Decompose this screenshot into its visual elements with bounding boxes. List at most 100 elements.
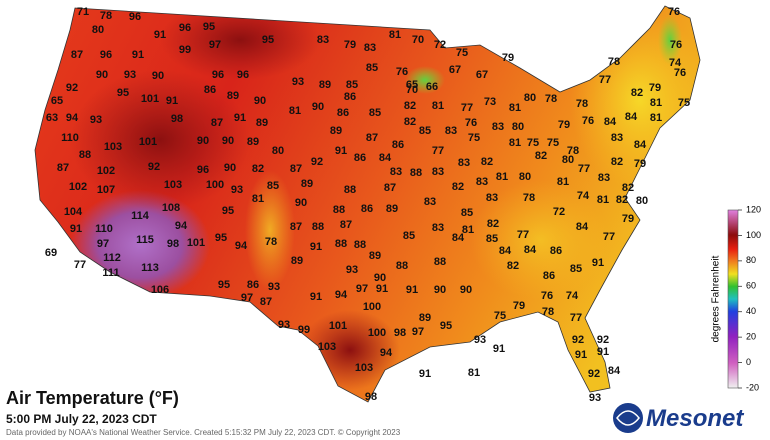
map-subtitle: 5:00 PM July 22, 2023 CDT <box>6 412 157 426</box>
station-temperature: 90 <box>197 135 209 147</box>
station-temperature: 101 <box>139 136 157 148</box>
station-temperature: 96 <box>237 69 249 81</box>
colorbar-tick-label: 0 <box>746 357 751 367</box>
station-temperature: 88 <box>344 184 356 196</box>
station-temperature: 84 <box>608 365 621 377</box>
station-temperature: 88 <box>333 204 345 216</box>
station-temperature: 97 <box>412 326 424 338</box>
station-temperature: 94 <box>66 112 79 124</box>
station-temperature: 97 <box>209 39 221 51</box>
station-temperature: 82 <box>622 182 634 194</box>
station-temperature: 77 <box>599 74 611 86</box>
station-temperature: 92 <box>311 156 323 168</box>
station-temperature: 93 <box>589 392 601 404</box>
station-temperature: 97 <box>356 283 368 295</box>
station-temperature: 86 <box>344 91 356 103</box>
station-temperature: 75 <box>456 47 468 59</box>
station-temperature: 91 <box>335 145 347 157</box>
station-temperature: 81 <box>432 100 444 112</box>
station-temperature: 92 <box>66 82 78 94</box>
station-temperature: 72 <box>434 39 446 51</box>
station-temperature: 96 <box>179 22 191 34</box>
station-temperature: 88 <box>396 260 408 272</box>
station-temperature: 85 <box>403 230 415 242</box>
station-temperature: 76 <box>582 115 594 127</box>
station-temperature: 93 <box>292 76 304 88</box>
logo-icon <box>613 403 643 433</box>
station-temperature: 91 <box>493 343 505 355</box>
station-temperature: 78 <box>265 236 277 248</box>
station-temperature: 82 <box>252 163 264 175</box>
station-temperature: 90 <box>295 197 307 209</box>
station-temperature: 102 <box>69 181 87 193</box>
station-temperature: 112 <box>103 252 121 264</box>
station-temperature: 66 <box>426 81 438 93</box>
station-temperature: 84 <box>634 139 647 151</box>
station-temperature: 111 <box>102 267 119 279</box>
station-temperature: 98 <box>365 391 377 403</box>
station-temperature: 101 <box>187 237 205 249</box>
station-temperature: 74 <box>669 57 682 69</box>
station-temperature: 76 <box>668 6 680 18</box>
station-temperature: 82 <box>616 194 628 206</box>
station-temperature: 91 <box>592 257 604 269</box>
station-temperature: 113 <box>141 262 159 274</box>
station-temperature: 97 <box>241 292 253 304</box>
station-temperature: 82 <box>631 87 643 99</box>
station-temperature: 92 <box>597 334 609 346</box>
station-temperature: 89 <box>319 79 331 91</box>
station-temperature: 63 <box>46 112 58 124</box>
colorbar-label: degrees Fahrenheit <box>711 255 722 342</box>
station-temperature: 100 <box>363 301 381 313</box>
station-temperature: 89 <box>386 203 398 215</box>
station-temperature: 73 <box>484 96 496 108</box>
station-temperature: 77 <box>461 102 473 114</box>
station-temperature: 93 <box>474 334 486 346</box>
station-temperature: 86 <box>543 270 555 282</box>
station-temperature: 83 <box>445 125 457 137</box>
station-temperature: 85 <box>570 263 582 275</box>
station-temperature: 91 <box>310 241 322 253</box>
colorbar-tick-label: 120 <box>746 204 761 214</box>
station-temperature: 93 <box>268 281 280 293</box>
station-temperature: 98 <box>167 238 179 250</box>
station-temperature: 82 <box>404 116 416 128</box>
station-temperature: 95 <box>117 87 129 99</box>
station-temperature: 94 <box>175 220 188 232</box>
station-temperature: 99 <box>298 324 310 336</box>
station-temperature: 80 <box>562 154 574 166</box>
station-temperature: 84 <box>379 152 392 164</box>
station-temperature: 89 <box>301 178 313 190</box>
station-temperature: 101 <box>329 320 347 332</box>
station-temperature: 91 <box>132 49 144 61</box>
station-temperature: 78 <box>523 192 535 204</box>
station-temperature: 115 <box>136 234 154 246</box>
station-temperature: 87 <box>260 296 272 308</box>
colorbar-tick-label: -20 <box>746 382 759 392</box>
station-temperature: 84 <box>452 232 465 244</box>
station-temperature: 91 <box>376 283 388 295</box>
station-temperature: 85 <box>486 233 498 245</box>
station-temperature: 75 <box>468 132 480 144</box>
station-temperature: 98 <box>394 327 406 339</box>
station-temperature: 76 <box>396 66 408 78</box>
station-temperature: 87 <box>384 182 396 194</box>
station-temperature: 82 <box>507 260 519 272</box>
station-temperature: 79 <box>622 213 634 225</box>
station-temperature: 98 <box>171 113 183 125</box>
station-temperature: 67 <box>476 69 488 81</box>
station-temperature: 114 <box>131 210 150 222</box>
station-temperature: 72 <box>553 206 565 218</box>
station-temperature: 79 <box>513 300 525 312</box>
station-temperature: 93 <box>90 114 102 126</box>
station-temperature: 83 <box>492 121 504 133</box>
station-temperature: 102 <box>97 165 115 177</box>
station-temperature: 110 <box>61 132 79 144</box>
station-temperature: 94 <box>335 289 348 301</box>
station-temperature: 89 <box>369 250 381 262</box>
station-temperature: 90 <box>374 272 386 284</box>
station-temperature: 90 <box>222 135 234 147</box>
station-temperature: 81 <box>509 102 521 114</box>
station-temperature: 77 <box>517 229 529 241</box>
